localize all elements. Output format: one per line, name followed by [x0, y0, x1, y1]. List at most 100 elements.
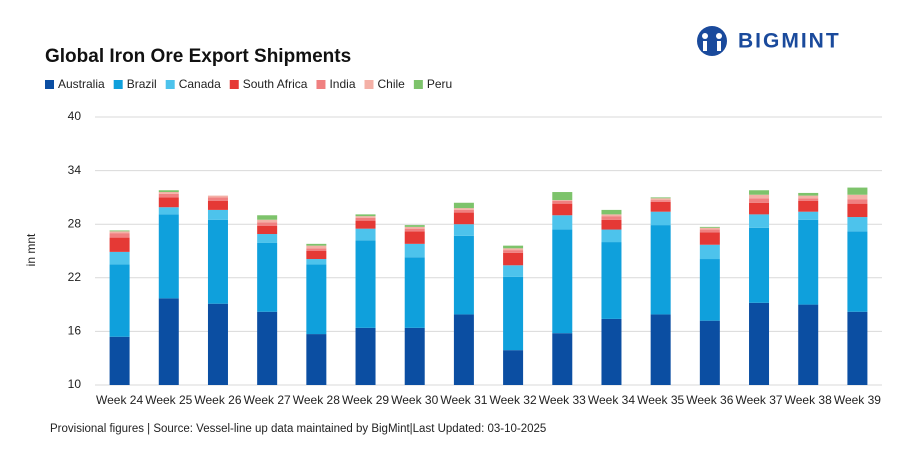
bar-segment: [257, 225, 278, 235]
bar-segment: [847, 187, 868, 195]
bar-segment: [404, 231, 425, 244]
bar-segment: [109, 264, 130, 337]
bar-segment: [650, 201, 671, 212]
bar-segment: [650, 314, 671, 385]
y-tick-label: 28: [68, 216, 82, 230]
bar-segment: [158, 193, 179, 198]
bar-segment: [453, 224, 474, 236]
bar-segment: [552, 215, 573, 230]
bar-segment: [355, 220, 376, 229]
x-tick-label: Week 28: [293, 393, 340, 407]
bar-segment: [306, 264, 327, 335]
bar-segment: [699, 227, 720, 230]
bar-segment: [798, 198, 819, 201]
bar-segment: [650, 225, 671, 315]
bar-segment: [158, 197, 179, 208]
bar-segment: [601, 318, 622, 385]
x-tick-label: Week 32: [490, 393, 537, 407]
logo: BIGMINT: [697, 26, 841, 56]
bar-segment: [503, 265, 524, 277]
bar-segment: [355, 214, 376, 217]
footnote: Provisional figures | Source: Vessel-lin…: [50, 423, 546, 435]
bar-segment: [355, 216, 376, 218]
bar-segment: [699, 229, 720, 233]
x-tick-label: Week 34: [588, 393, 635, 407]
bar-segment: [207, 219, 228, 304]
x-tick-label: Week 36: [686, 393, 733, 407]
legend-swatch: [113, 80, 123, 89]
bar-segment: [749, 194, 770, 199]
bar-segment: [847, 217, 868, 232]
bar-segment: [453, 209, 474, 213]
bar-segment: [552, 192, 573, 201]
bar-segment: [503, 276, 524, 351]
bar-segment: [503, 250, 524, 253]
y-tick-label: 34: [68, 163, 82, 177]
y-axis-label: in mnt: [24, 233, 38, 266]
bar-segment: [257, 219, 278, 223]
bar-segment: [601, 209, 622, 215]
bar-segment: [453, 235, 474, 315]
bar-segment: [306, 251, 327, 260]
x-tick-label: Week 31: [440, 393, 487, 407]
bar-segment: [453, 314, 474, 385]
legend-label: India: [329, 77, 355, 91]
legend-swatch: [45, 80, 54, 89]
bar-segment: [552, 200, 573, 204]
bar-segment: [355, 228, 376, 241]
bar-segment: [601, 219, 622, 230]
bar-segment: [798, 195, 819, 199]
bar-segment: [306, 243, 327, 246]
x-tick-label: Week 27: [244, 393, 291, 407]
bar-segment: [404, 257, 425, 328]
bar-segment: [503, 245, 524, 249]
x-tick-label: Week 24: [96, 393, 143, 407]
bar-segment: [257, 222, 278, 226]
bar-segment: [158, 192, 179, 194]
bar-segment: [207, 303, 228, 385]
legend-label: Australia: [58, 77, 105, 91]
logo-text: BIGMINT: [738, 30, 841, 53]
bar-segment: [109, 237, 130, 252]
bar-segment: [158, 207, 179, 215]
bar-segment: [749, 198, 770, 203]
bar-segment: [699, 320, 720, 385]
bar-segment: [749, 202, 770, 215]
legend-swatch: [165, 80, 175, 89]
legend-label: Brazil: [127, 77, 157, 91]
x-tick-label: Week 30: [391, 393, 438, 407]
x-tick-label: Week 39: [834, 393, 881, 407]
bar-segment: [503, 252, 524, 266]
bar-segment: [453, 202, 474, 209]
bar-segment: [798, 219, 819, 305]
bar-segment: [749, 214, 770, 228]
bar-segment: [404, 226, 425, 229]
bar-segment: [601, 242, 622, 319]
legend-label: South Africa: [243, 77, 308, 91]
x-tick-label: Week 35: [637, 393, 684, 407]
bar-segment: [355, 240, 376, 328]
bar-segment: [109, 231, 130, 234]
bar-segment: [601, 229, 622, 243]
legend-swatch: [413, 80, 423, 89]
x-tick-label: Week 26: [194, 393, 241, 407]
bar-segment: [207, 197, 228, 201]
y-tick-label: 40: [68, 109, 82, 123]
bar-segment: [749, 302, 770, 385]
x-tick-label: Week 25: [145, 393, 192, 407]
bar-segment: [601, 216, 622, 220]
bar-segment: [453, 208, 474, 210]
legend-swatch: [229, 80, 239, 89]
legend-swatch: [364, 80, 374, 89]
legend-label: Canada: [179, 77, 221, 91]
bar-segment: [847, 311, 868, 385]
bar-segment: [109, 336, 130, 385]
bar-segment: [158, 214, 179, 299]
bar-segment: [306, 259, 327, 265]
bar-segment: [650, 200, 671, 202]
x-tick-label: Week 37: [735, 393, 782, 407]
bar-segment: [552, 200, 573, 201]
bar-segment: [158, 298, 179, 385]
bar-segment: [306, 334, 327, 385]
